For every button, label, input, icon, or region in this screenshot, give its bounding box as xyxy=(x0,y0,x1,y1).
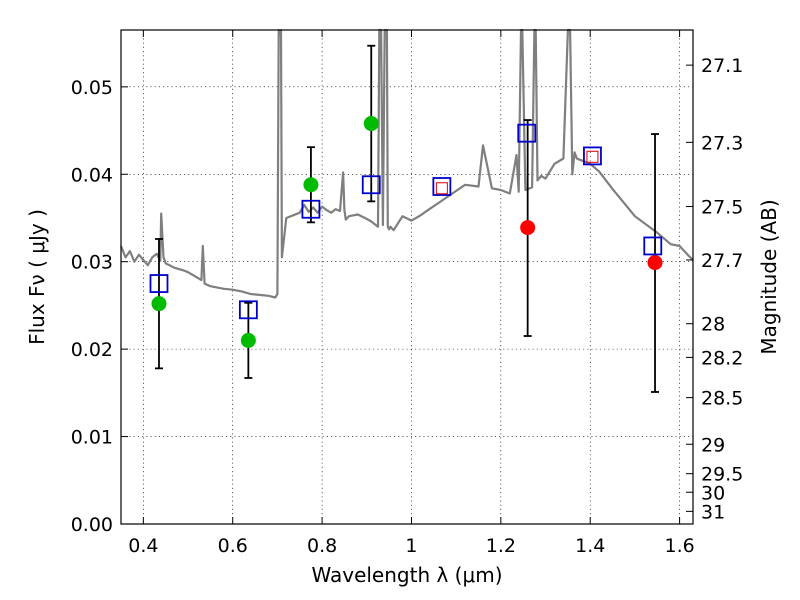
axis-ticks xyxy=(121,30,693,525)
observed-point-green xyxy=(240,332,256,348)
x-tick-label: 0.4 xyxy=(128,535,158,557)
x-tick-label: 1.2 xyxy=(486,535,516,557)
y2-tick-label: 30 xyxy=(701,482,725,504)
observed-point-red xyxy=(520,220,536,236)
model-square-blue xyxy=(432,177,452,196)
x-tick-label: 1 xyxy=(405,535,417,557)
y2-axis-label: Magnitude (AB) xyxy=(757,199,781,354)
y2-tick-label: 29.5 xyxy=(701,464,743,486)
y2-tick-label: 27.3 xyxy=(701,132,743,154)
y-tick-label: 0.03 xyxy=(71,252,113,274)
x-tick-labels: 0.4 0.6 0.8 1 1.2 1.4 1.6 xyxy=(128,535,694,557)
y2-tick-label: 31 xyxy=(701,501,725,523)
model-spectrum xyxy=(119,28,694,299)
model-square-blue xyxy=(301,199,321,219)
model-square-blue xyxy=(583,146,602,166)
y2-tick-label: 28.5 xyxy=(701,388,743,410)
spectrum-line xyxy=(119,28,694,299)
y2-tick-label: 27.7 xyxy=(701,250,743,272)
y2-tick-label: 28 xyxy=(701,314,725,336)
x-tick-label: 1.4 xyxy=(575,535,605,557)
y-axis-label: Flux Fν ( μJy ) xyxy=(25,209,49,345)
model-square-red xyxy=(586,150,599,163)
gridlines xyxy=(121,30,693,525)
model-square-blue xyxy=(238,300,258,320)
plot-frame xyxy=(120,29,694,525)
model-square-blue xyxy=(149,274,169,293)
y2-tick-label: 27.5 xyxy=(701,197,743,219)
y2-tick-label: 28.2 xyxy=(701,347,743,369)
model-square-red xyxy=(435,182,448,195)
y-tick-label: 0.01 xyxy=(71,427,113,449)
y2-tick-label: 27.1 xyxy=(701,55,743,77)
model-square-blue xyxy=(361,175,381,195)
model-square-blue xyxy=(517,123,537,143)
y-tick-labels: 0.00 0.01 0.02 0.03 0.04 0.05 xyxy=(71,77,113,536)
observed-point-green xyxy=(151,296,167,312)
x-tick-label: 1.6 xyxy=(664,535,694,557)
y-tick-label: 0.05 xyxy=(71,77,113,99)
data-points xyxy=(149,116,663,348)
x-tick-label: 0.6 xyxy=(218,535,248,557)
observed-point-green xyxy=(363,116,379,132)
x-axis-label: Wavelength λ (μm) xyxy=(311,563,502,587)
y-tick-label: 0.00 xyxy=(71,514,113,536)
y-tick-label: 0.04 xyxy=(71,164,113,186)
y-tick-label: 0.02 xyxy=(71,339,113,361)
x-tick-label: 0.8 xyxy=(307,535,337,557)
observed-point-green xyxy=(303,177,319,193)
y2-tick-label: 29 xyxy=(701,434,725,456)
model-square-blue xyxy=(643,236,663,256)
observed-point-red xyxy=(647,255,663,271)
